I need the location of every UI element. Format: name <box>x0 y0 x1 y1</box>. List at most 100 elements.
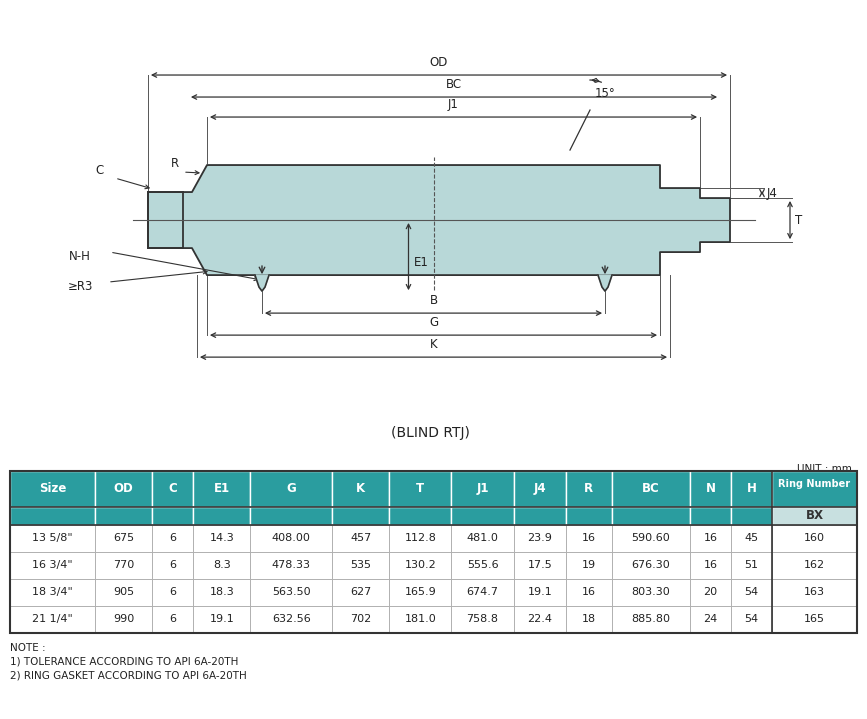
Text: OD: OD <box>114 482 134 495</box>
Bar <box>153 606 193 633</box>
Bar <box>153 507 193 525</box>
Text: ≥R3: ≥R3 <box>68 280 93 293</box>
Bar <box>251 471 332 507</box>
Bar <box>10 471 95 507</box>
Text: 6: 6 <box>169 615 176 624</box>
Text: 16: 16 <box>582 533 596 544</box>
Text: 16: 16 <box>704 560 718 570</box>
Bar <box>153 471 193 507</box>
Text: 905: 905 <box>113 587 134 597</box>
Text: 16: 16 <box>704 533 718 544</box>
Bar <box>690 552 731 579</box>
Text: 54: 54 <box>745 615 759 624</box>
Bar <box>389 552 452 579</box>
Text: 51: 51 <box>745 560 759 570</box>
Text: 16: 16 <box>582 587 596 597</box>
Bar <box>566 507 612 525</box>
Bar <box>193 471 251 507</box>
Bar <box>612 471 690 507</box>
Bar <box>153 552 193 579</box>
Bar <box>690 606 731 633</box>
Text: E1: E1 <box>414 256 428 269</box>
Text: 13 5/8": 13 5/8" <box>32 533 73 544</box>
Bar <box>332 471 389 507</box>
Text: R: R <box>584 482 593 495</box>
Text: 112.8: 112.8 <box>405 533 436 544</box>
Text: 17.5: 17.5 <box>527 560 552 570</box>
Bar <box>95 579 153 606</box>
Bar <box>389 525 452 552</box>
Text: J4: J4 <box>533 482 546 495</box>
Bar <box>612 579 690 606</box>
Text: 54: 54 <box>745 587 759 597</box>
Text: 19: 19 <box>582 560 596 570</box>
Bar <box>332 525 389 552</box>
Text: T: T <box>416 482 425 495</box>
Text: 162: 162 <box>804 560 825 570</box>
Text: 478.33: 478.33 <box>271 560 310 570</box>
Bar <box>95 507 153 525</box>
Text: 22.4: 22.4 <box>527 615 552 624</box>
Bar <box>251 507 332 525</box>
Text: N: N <box>706 482 715 495</box>
Text: 408.00: 408.00 <box>272 533 310 544</box>
Bar <box>452 507 513 525</box>
Bar <box>731 507 772 525</box>
Text: NOTE :: NOTE : <box>10 643 46 653</box>
Text: 674.7: 674.7 <box>466 587 499 597</box>
Text: 770: 770 <box>113 560 134 570</box>
Text: Ring Number: Ring Number <box>779 480 851 490</box>
Bar <box>566 579 612 606</box>
Text: 990: 990 <box>113 615 134 624</box>
Bar <box>772 525 857 552</box>
Text: BC: BC <box>446 78 462 91</box>
Text: OD: OD <box>430 56 448 69</box>
Text: 555.6: 555.6 <box>466 560 499 570</box>
Bar <box>513 525 566 552</box>
Bar <box>690 507 731 525</box>
Bar <box>566 525 612 552</box>
Bar <box>452 552 513 579</box>
Bar <box>95 525 153 552</box>
Bar <box>612 507 690 525</box>
Bar <box>690 579 731 606</box>
Text: R: R <box>171 157 179 170</box>
Text: T: T <box>795 214 802 226</box>
Bar <box>95 606 153 633</box>
Polygon shape <box>255 275 269 291</box>
Text: J1: J1 <box>448 98 459 111</box>
Bar <box>772 471 857 507</box>
Bar <box>731 552 772 579</box>
Text: 18.3: 18.3 <box>209 587 234 597</box>
Text: K: K <box>430 338 437 351</box>
Bar <box>389 579 452 606</box>
Text: (BLIND RTJ): (BLIND RTJ) <box>390 426 469 440</box>
Text: 20: 20 <box>704 587 718 597</box>
Bar <box>612 525 690 552</box>
Text: 18 3/4": 18 3/4" <box>32 587 73 597</box>
Text: BC: BC <box>642 482 660 495</box>
Text: 563.50: 563.50 <box>272 587 310 597</box>
Text: N-H: N-H <box>69 250 91 263</box>
Bar <box>772 606 857 633</box>
Polygon shape <box>598 275 612 291</box>
Text: 6: 6 <box>169 533 176 544</box>
Bar <box>332 606 389 633</box>
Bar <box>193 606 251 633</box>
Text: 1) TOLERANCE ACCORDING TO API 6A-20TH: 1) TOLERANCE ACCORDING TO API 6A-20TH <box>10 657 238 667</box>
Text: C: C <box>96 164 104 177</box>
Text: H: H <box>746 482 757 495</box>
Bar <box>10 552 95 579</box>
Bar <box>10 507 95 525</box>
Text: B: B <box>429 294 438 307</box>
Text: 24: 24 <box>703 615 718 624</box>
Text: 457: 457 <box>350 533 371 544</box>
Bar <box>452 471 513 507</box>
Text: UNIT : mm: UNIT : mm <box>797 464 852 474</box>
Text: 675: 675 <box>113 533 134 544</box>
Text: G: G <box>286 482 297 495</box>
Text: 6: 6 <box>169 560 176 570</box>
Bar <box>566 552 612 579</box>
Text: BX: BX <box>805 509 824 522</box>
Bar <box>772 552 857 579</box>
